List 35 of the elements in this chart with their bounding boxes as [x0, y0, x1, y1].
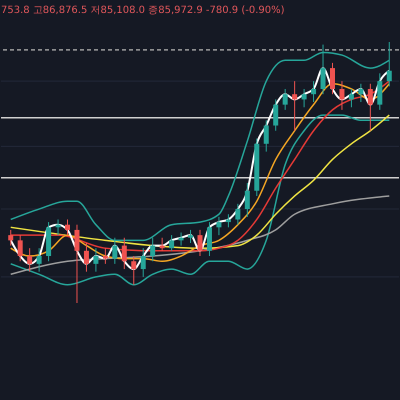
candlestick: [235, 203, 240, 226]
candlestick: [8, 229, 14, 246]
candlestick: [188, 229, 194, 244]
candlestick: [122, 237, 127, 270]
candlestick: [93, 248, 98, 272]
candlestick: [368, 83, 373, 132]
candlestick: [65, 218, 70, 236]
candlestick: [377, 72, 382, 110]
candlestick: [292, 80, 298, 132]
candlestick: [160, 237, 165, 252]
candlestick: [244, 182, 250, 218]
candlestick: [56, 218, 61, 236]
candlestick: [282, 88, 288, 110]
candlestick: [216, 216, 222, 236]
candlestick: [18, 234, 23, 262]
candlestick: [358, 83, 364, 103]
candlestick: [348, 88, 354, 108]
candlestick: [264, 120, 269, 152]
candlestick: [311, 80, 316, 103]
candlestick: [226, 214, 231, 228]
candlestick: [302, 88, 307, 108]
candlestick: [330, 62, 335, 95]
candlestick: [74, 224, 80, 304]
text: 753.8 고86,876.5 저85,108.0 종85,972.9 -780.9 (-0.90%): [1, 5, 285, 16]
candlestick: [84, 242, 89, 272]
candlestick: [27, 248, 32, 272]
candlestick: [131, 256, 136, 286]
candlestick: [198, 229, 202, 257]
candlestick: [339, 80, 344, 110]
candlestick: [178, 232, 184, 246]
candlestick: [273, 98, 278, 132]
candlestick: [169, 234, 174, 252]
candlestick: [140, 248, 146, 278]
candlestick: [36, 248, 42, 272]
candlestick: [102, 248, 108, 264]
